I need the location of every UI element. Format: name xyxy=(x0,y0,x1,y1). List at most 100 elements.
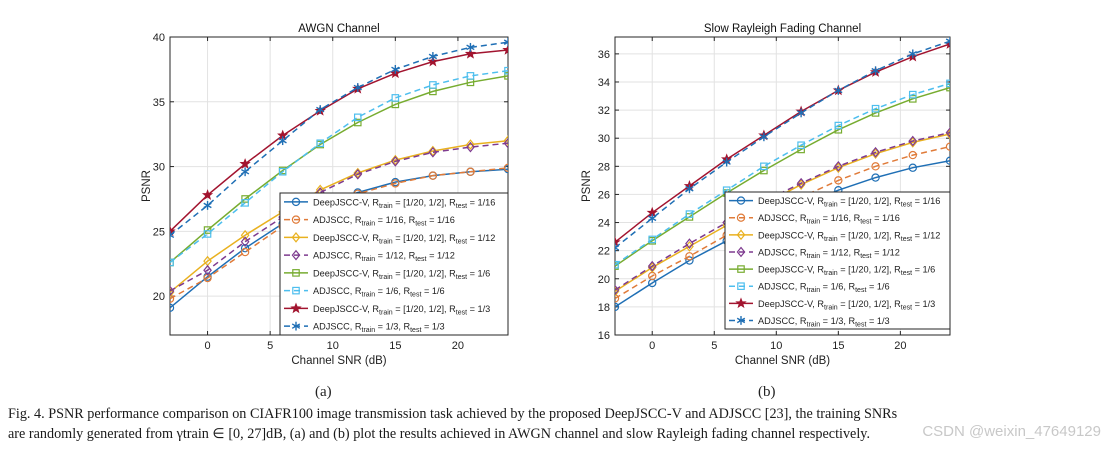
data-point xyxy=(797,141,805,150)
data-point xyxy=(615,260,619,269)
chart-title: AWGN Channel xyxy=(298,23,379,35)
data-point xyxy=(871,173,880,182)
legend-swatch-marker xyxy=(735,297,747,309)
data-point xyxy=(391,64,400,74)
legend-swatch-marker xyxy=(292,286,300,295)
data-point xyxy=(240,167,250,177)
legend-entry: DeepJSCC-V, Rtrain = [1/20, 1/2], Rtest … xyxy=(313,197,495,210)
x-tick-label: 0 xyxy=(204,340,210,352)
data-point xyxy=(240,243,250,253)
data-point xyxy=(946,79,950,88)
caption-line-2: are randomly generated from γtrain ∈ [0,… xyxy=(8,426,871,442)
data-point xyxy=(203,230,212,238)
data-point xyxy=(833,162,843,174)
series-line xyxy=(170,69,508,263)
y-tick-label: 24 xyxy=(598,218,610,230)
legend-entry: ADJSCC, Rtrain = 1/3, Rtest = 1/3 xyxy=(758,316,890,329)
data-point xyxy=(908,135,918,147)
series-5 xyxy=(615,83,950,270)
legend-swatch-marker xyxy=(736,196,746,205)
data-point xyxy=(797,145,805,154)
data-point xyxy=(170,286,175,298)
y-tick-label: 20 xyxy=(153,291,165,303)
x-tick-label: 10 xyxy=(770,340,782,352)
data-point xyxy=(466,139,475,150)
data-point xyxy=(391,94,400,102)
legend-swatch-marker xyxy=(736,246,746,258)
y-axis-label: PSNR xyxy=(141,170,153,202)
data-point xyxy=(945,156,950,165)
data-point xyxy=(871,66,880,76)
data-point xyxy=(648,213,657,223)
series-8 xyxy=(615,37,950,253)
data-point xyxy=(240,236,250,248)
data-point xyxy=(316,139,325,148)
y-tick-label: 25 xyxy=(153,226,165,238)
data-point xyxy=(503,137,508,149)
data-point xyxy=(908,163,917,172)
data-point xyxy=(429,81,437,89)
legend: DeepJSCC-V, Rtrain = [1/20, 1/2], Rtest … xyxy=(724,191,951,330)
series-line xyxy=(615,86,950,267)
data-point xyxy=(685,184,694,194)
legend-entry: DeepJSCC-V, Rtrain = [1/20, 1/2], Rtest … xyxy=(758,299,935,312)
data-point xyxy=(203,226,212,234)
data-point xyxy=(278,167,287,176)
y-tick-label: 36 xyxy=(598,49,610,61)
data-point xyxy=(759,132,769,142)
legend-swatch-marker xyxy=(291,232,301,243)
data-point xyxy=(428,52,438,61)
x-tick-label: 10 xyxy=(327,340,339,352)
legend-swatch-marker xyxy=(291,321,301,331)
data-point xyxy=(647,262,657,273)
chart-panel-rayleigh: 0 5 10 15 20 16 18 20 22 24 26 28 30 32 34 36 Slow Rayle… xyxy=(581,23,951,367)
data-point xyxy=(240,229,250,241)
data-point xyxy=(503,163,508,173)
legend-entry: ADJSCC, Rtrain = 1/12, Rtest = 1/12 xyxy=(313,251,455,264)
x-tick-label: 5 xyxy=(711,340,717,352)
data-point xyxy=(278,136,287,146)
data-point xyxy=(685,238,694,249)
data-point xyxy=(353,118,362,127)
y-tick-label: 30 xyxy=(598,133,610,145)
data-point xyxy=(908,90,917,99)
data-point xyxy=(946,83,950,92)
data-point xyxy=(615,243,620,253)
legend-entry: ADJSCC, Rtrain = 1/6, Rtest = 1/6 xyxy=(758,282,890,295)
data-point xyxy=(504,72,508,80)
data-point xyxy=(390,154,400,166)
legend-entry: DeepJSCC-V, Rtrain = [1/20, 1/2], Rtest … xyxy=(758,230,940,243)
data-point xyxy=(871,162,880,171)
legend-entry: DeepJSCC-V, Rtrain = [1/20, 1/2], Rtest … xyxy=(758,196,940,209)
data-point xyxy=(353,113,362,122)
data-point xyxy=(834,125,843,134)
legend-swatch-marker xyxy=(290,302,302,314)
data-point xyxy=(170,258,174,267)
x-tick-label: 5 xyxy=(267,340,273,352)
figure-caption: Fig. 4. PSNR performance comparison on C… xyxy=(8,404,1108,444)
data-point xyxy=(908,150,917,160)
data-point xyxy=(170,294,175,303)
data-point xyxy=(615,236,621,248)
data-point xyxy=(203,264,212,276)
data-point xyxy=(428,146,438,158)
x-axis-label: Channel SNR (dB) xyxy=(291,355,386,367)
legend-box xyxy=(724,191,951,330)
data-point xyxy=(615,302,620,312)
series-6 xyxy=(615,79,950,269)
legend-swatch-marker xyxy=(291,215,301,224)
legend-swatch-marker xyxy=(736,316,746,325)
series-6 xyxy=(170,66,508,267)
data-point xyxy=(466,72,475,80)
data-point xyxy=(170,230,175,240)
data-point xyxy=(685,252,694,261)
legend-swatch-marker xyxy=(737,265,745,273)
subcaption-b: (b) xyxy=(758,384,776,400)
legend-entry: DeepJSCC-V, Rtrain = [1/20, 1/2], Rtest … xyxy=(758,265,935,278)
legend-entry: DeepJSCC-V, Rtrain = [1/20, 1/2], Rtest … xyxy=(313,233,495,246)
y-tick-label: 34 xyxy=(598,77,610,89)
data-point xyxy=(390,156,400,167)
legend-entry: ADJSCC, Rtrain = 1/12, Rtest = 1/12 xyxy=(758,247,900,260)
axes-frame xyxy=(614,36,951,336)
